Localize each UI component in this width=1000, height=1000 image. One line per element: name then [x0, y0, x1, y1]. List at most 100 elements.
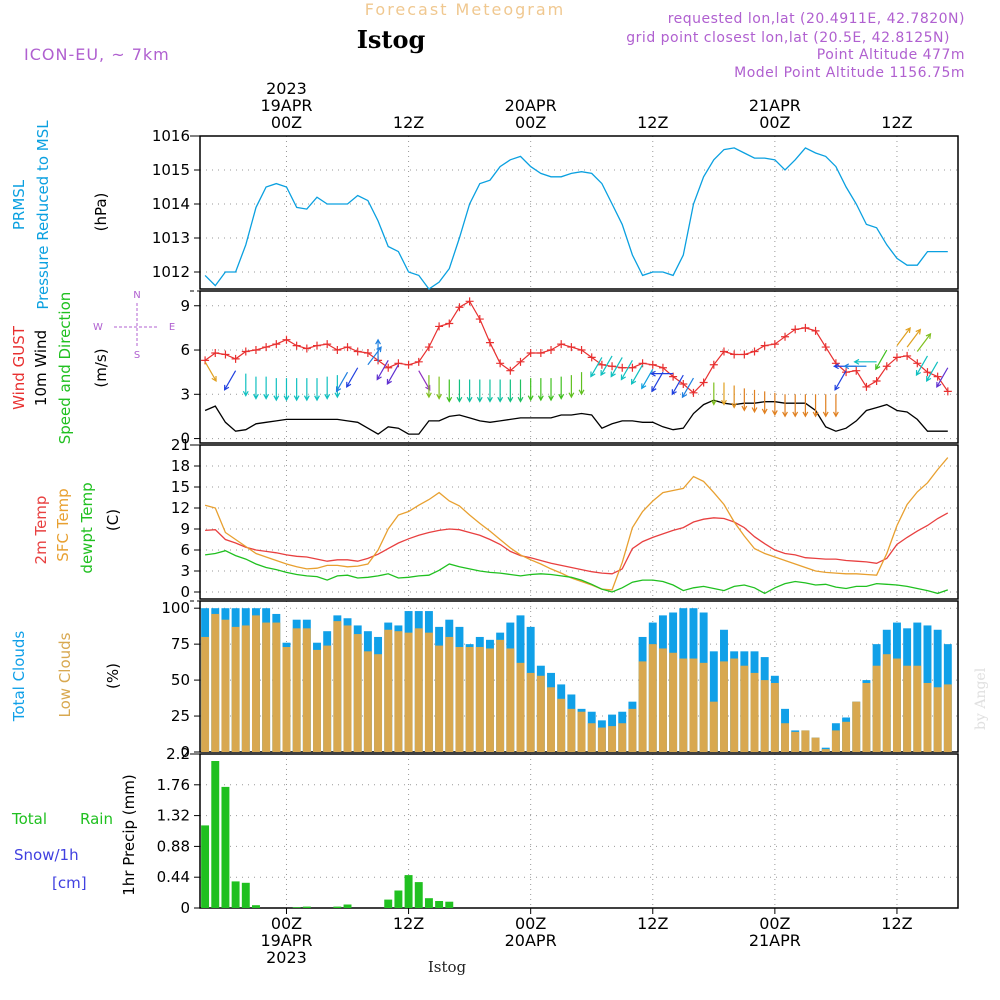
wind-arrow [558, 376, 565, 400]
gust-marker [496, 359, 505, 368]
low-cloud-bar [699, 662, 708, 752]
low-cloud-bar [435, 645, 444, 752]
pressure-label: Pressure Reduced to MSL [34, 120, 52, 310]
ytick-label: 15 [171, 478, 190, 496]
wind-arrow [590, 357, 603, 378]
pressure-labels: PRMSL Pressure Reduced to MSL (hPa) [10, 120, 110, 310]
low-cloud-bar [231, 626, 240, 752]
ytick-label: 9 [180, 520, 190, 538]
low-cloud-bar [363, 651, 372, 752]
low-cloud-bar [516, 662, 525, 752]
gust-marker [923, 368, 932, 377]
wind-arrow [896, 327, 911, 346]
gust-marker [872, 377, 881, 386]
wind-arrow [253, 376, 259, 400]
low-cloud-bar [343, 625, 352, 752]
precip-unit: 1hr Precip (mm) [120, 774, 138, 895]
compass-n: N [133, 290, 140, 301]
gust-marker [302, 344, 311, 353]
gust-marker [272, 340, 281, 349]
gust-marker [781, 332, 790, 341]
wind-arrow [812, 394, 819, 418]
low-cloud-bar [842, 721, 851, 752]
low-cloud-bar [913, 665, 922, 752]
low-cloud-bar [892, 658, 901, 752]
low-cloud-bar [292, 628, 301, 752]
top-time-label: 12Z [637, 113, 668, 132]
ytick-label: 25 [171, 707, 190, 725]
wind-arrow [476, 379, 483, 403]
low-cloud-bar [211, 613, 220, 752]
top-time-label: 2023 [266, 79, 307, 98]
ytick-label: 1014 [152, 195, 190, 213]
low-cloud-bar [628, 708, 637, 752]
gust-marker [485, 338, 494, 347]
wind-arrow [527, 378, 534, 402]
low-cloud-bar [943, 684, 952, 752]
low-cloud-bar [750, 672, 759, 752]
sfc-temp-label: SFC Temp [54, 488, 72, 561]
wind-arrow [792, 394, 799, 418]
gust-marker [730, 350, 739, 359]
gust-marker [760, 341, 769, 350]
gust-marker [943, 387, 952, 396]
low-cloud-bar [282, 647, 291, 752]
low-cloud-bar [740, 665, 749, 752]
bottom-time-label: 00Z [759, 914, 790, 933]
snow-label: Snow/1h [14, 846, 79, 864]
gust-marker [333, 346, 342, 355]
watermark: by Angel [973, 667, 989, 730]
rain-bar [201, 825, 210, 908]
rain-bar [384, 899, 393, 908]
ytick-label: 0.44 [157, 868, 190, 886]
top-time-label: 12Z [393, 113, 424, 132]
gust-marker [353, 347, 362, 356]
gust-marker [842, 368, 851, 377]
total-cloud-bar [709, 651, 718, 752]
panel-frame [199, 753, 959, 909]
gust-marker [557, 340, 566, 349]
gust-marker [465, 297, 474, 306]
ytick-label: 0 [180, 583, 190, 601]
pressure-unit: (hPa) [92, 193, 110, 232]
low-cloud-bar [313, 649, 321, 752]
gust-marker [282, 335, 291, 344]
ytick-label: 50 [171, 671, 190, 689]
ytick-label: 0 [180, 899, 190, 917]
wind-labels: Wind GUST 10m Wind Speed and Direction (… [10, 290, 175, 444]
temp2m-label: 2m Temp [32, 496, 50, 565]
gust-marker [892, 353, 901, 362]
low-cloud-bar [587, 723, 596, 752]
low-cloud-bar [669, 652, 678, 752]
ytick-label: 1013 [152, 229, 190, 247]
gust-marker [363, 348, 372, 357]
low-cloud-bar [404, 632, 413, 752]
gust-marker [251, 346, 260, 355]
rain-bar [404, 875, 413, 908]
low-cloud-bar [903, 665, 912, 752]
ytick-label: 12 [171, 499, 190, 517]
wind-arrow [578, 372, 585, 396]
wind-arrow [456, 379, 463, 403]
wind-arrow [671, 374, 684, 396]
wind-arrow [375, 338, 381, 362]
wind-arrow [497, 379, 504, 403]
clouds-unit: (%) [104, 663, 122, 689]
wind-arrow [926, 361, 939, 383]
rain-bar [251, 905, 260, 908]
low-cloud-bar [465, 647, 474, 752]
bottom-time-label: 12Z [393, 914, 424, 933]
bottom-time-label: 12Z [637, 914, 668, 933]
bottom-time-label: 21APR [749, 931, 801, 950]
rain-bar [292, 907, 301, 908]
low-cloud-bar [760, 680, 769, 752]
prmsl-line [204, 147, 948, 290]
wind-arrow [487, 379, 493, 403]
panel-temperature: 0 3 6 9 12 15 18 21 [171, 436, 959, 601]
low-cloud-bar [648, 644, 657, 752]
low-cloud-bar [801, 730, 810, 752]
ytick-label: 1016 [152, 127, 190, 145]
wind-arrow [832, 394, 839, 418]
bottom-time-label: 2023 [266, 948, 307, 967]
